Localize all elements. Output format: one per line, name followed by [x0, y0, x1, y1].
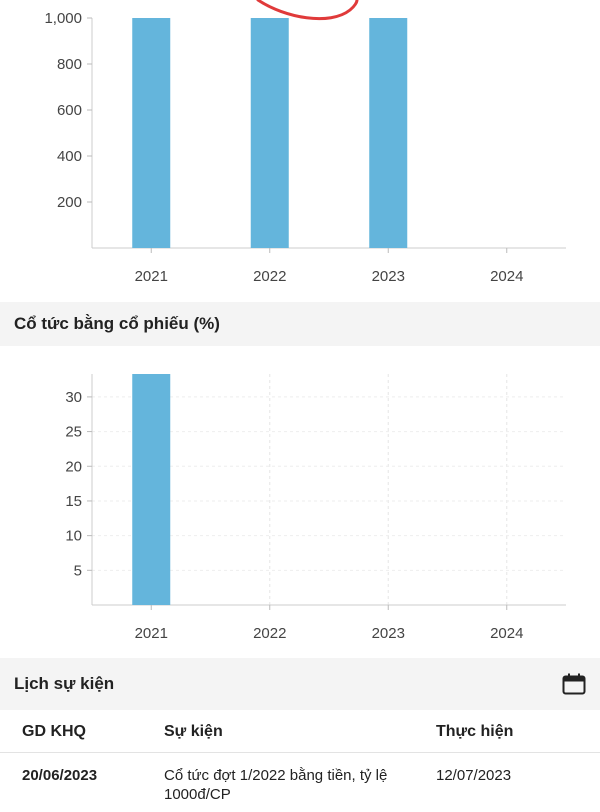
x-tick-label: 2022 [253, 625, 286, 642]
bar-2021[interactable] [132, 18, 171, 248]
x-tick-label: 2022 [253, 268, 286, 285]
y-tick-label: 30 [65, 389, 82, 406]
y-tick-label: 5 [74, 562, 82, 579]
y-tick-label: 10 [65, 528, 82, 545]
bar-2021[interactable] [132, 374, 171, 605]
x-tick-label: 2021 [135, 268, 168, 285]
stock-dividend-title: Cổ tức bằng cổ phiếu (%) [14, 314, 220, 333]
bar-2022[interactable] [250, 18, 289, 248]
column-header-done: Thực hiện [436, 723, 514, 740]
chart-2-svg: 5 10 15 20 25 30 2021 2022 2023 2024 [65, 374, 566, 642]
y-tick-label: 25 [65, 424, 82, 441]
x-tick-label: 2023 [372, 268, 405, 285]
y-tick-label: 800 [57, 56, 82, 73]
column-header-ex-date: GD KHQ [22, 723, 86, 740]
y-tick-label: 600 [57, 102, 82, 119]
y-tick-label: 20 [65, 458, 82, 475]
bar-2023[interactable] [369, 18, 408, 248]
y-tick-label: 200 [57, 194, 82, 211]
x-tick-label: 2024 [490, 625, 523, 642]
column-header-event: Sự kiện [164, 723, 223, 740]
x-tick-label: 2024 [490, 268, 523, 285]
stock-dividend-header: Cổ tức bằng cổ phiếu (%) [0, 302, 600, 346]
chart-1-svg: 200 400 600 800 1,000 2021 2022 2023 2024 [44, 10, 566, 285]
event-ex-date: 20/06/2023 [22, 767, 98, 784]
y-tick-label: 15 [65, 493, 82, 510]
calendar-icon[interactable] [562, 673, 586, 695]
x-tick-label: 2023 [372, 625, 405, 642]
event-description-line2: 1000đ/CP [164, 786, 231, 803]
event-done-date: 12/07/2023 [436, 767, 512, 784]
event-description: Cổ tức đợt 1/2022 bằng tiền, tỷ lệ 1000đ… [164, 766, 387, 804]
events-table-header: GD KHQ Sự kiện Thực hiện [0, 710, 600, 753]
events-title: Lịch sự kiện [14, 674, 115, 693]
stock-dividend-chart: 5 10 15 20 25 30 2021 2022 2023 2024 [0, 346, 600, 656]
y-tick-label: 1,000 [44, 10, 82, 27]
x-tick-label: 2021 [135, 625, 168, 642]
table-row[interactable]: 20/06/2023 Cổ tức đợt 1/2022 bằng tiền, … [0, 752, 600, 812]
event-description-line1: Cổ tức đợt 1/2022 bằng tiền, tỷ lệ [164, 767, 388, 784]
events-header: Lịch sự kiện [0, 658, 600, 710]
y-tick-label: 400 [57, 148, 82, 165]
cash-dividend-chart: 200 400 600 800 1,000 2021 2022 2023 2024 [0, 0, 600, 300]
